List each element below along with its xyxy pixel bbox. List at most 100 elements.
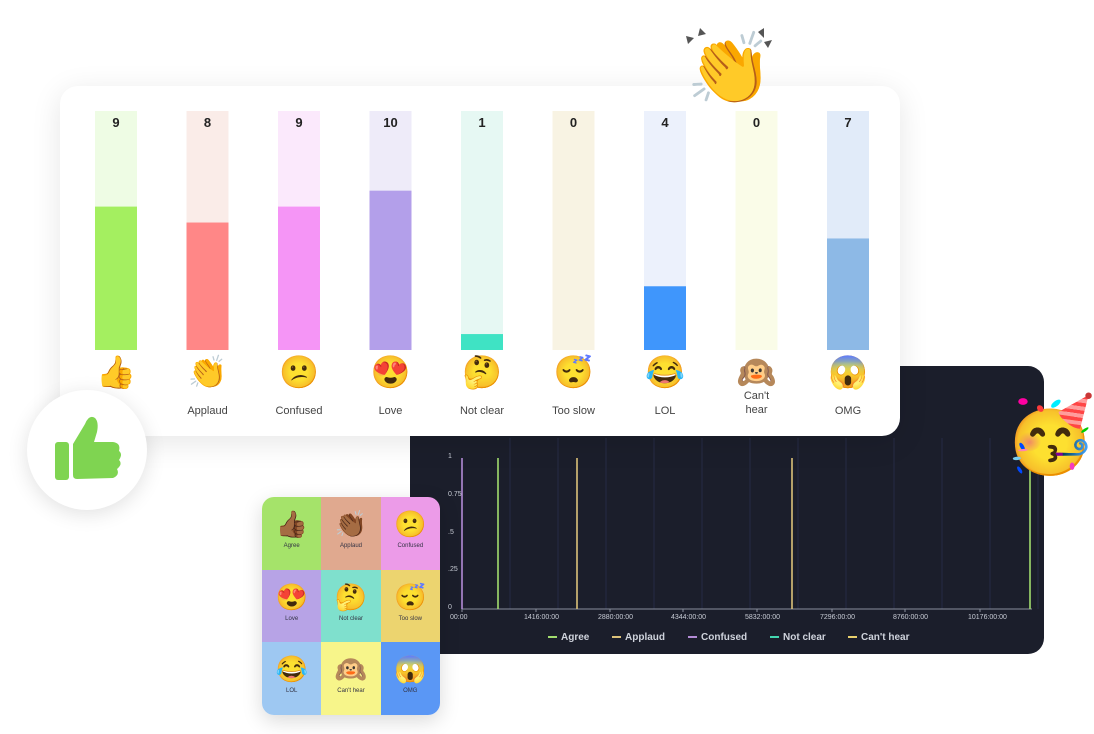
grid-cell-label: Too slow [398, 615, 422, 622]
legend-item[interactable]: Confused [688, 632, 747, 643]
clap-sparkle-icon [686, 28, 772, 48]
x-tick-label: 8760:00:00 [893, 614, 929, 621]
legend-item[interactable]: Applaud [612, 632, 665, 643]
grid-cell-label: Confused [397, 543, 424, 549]
bar-track [461, 111, 503, 350]
legend-swatch [548, 636, 557, 639]
reaction-emoji-icon: 😴 [553, 354, 594, 390]
y-tick-label: 0.75 [448, 490, 462, 498]
legend-label: Can't hear [861, 632, 910, 643]
legend-label: Applaud [625, 632, 665, 643]
reaction-emoji-icon: 😕 [279, 354, 319, 390]
grid-emoji-icon: 😍 [275, 581, 308, 612]
reaction-label: Can't hear [743, 390, 770, 416]
bar-value-label: 1 [478, 115, 485, 130]
legend-item[interactable]: Can't hear [848, 632, 910, 643]
legend-label: Not clear [783, 632, 826, 643]
grid-cell-too-slow[interactable]: 😴 Too slow [380, 569, 440, 643]
reaction-emoji-icon: 👍 [96, 354, 136, 390]
bar-value-label: 0 [570, 115, 577, 130]
grid-emoji-icon: 🙉 [334, 654, 368, 685]
y-tick-label: .25 [448, 566, 458, 574]
grid-cell-omg[interactable]: 😱 OMG [380, 642, 440, 715]
reaction-label: OMG [834, 405, 862, 417]
grid-cell-label: LOL [285, 688, 298, 695]
grid-cell-label: Not clear [338, 615, 363, 622]
bar-value-label: 9 [295, 115, 302, 130]
bar-confused [278, 206, 320, 350]
bar-love [369, 190, 412, 350]
x-tick-label: 10176:00:00 [968, 614, 1007, 621]
reaction-emoji-grid: 👍🏾 Agree 👏🏾 Applaud 😕 Confused 😍 Love 🤔 Not clear… [262, 497, 440, 715]
bar-applaud [186, 222, 229, 350]
legend-label: Confused [701, 632, 748, 643]
legend-swatch [770, 636, 779, 639]
y-tick-label: .5 [448, 528, 454, 536]
reaction-label: Too slow [552, 405, 595, 417]
bar-value-label: 4 [661, 115, 669, 130]
bar-value-label: 7 [844, 115, 851, 130]
grid-cell-not-clear[interactable]: 🤔 Not clear [321, 569, 381, 643]
reaction-emoji-icon: 👏 [187, 354, 228, 390]
reaction-emoji-icon: 🙉 [736, 354, 777, 390]
grid-emoji-icon: 👍🏾 [275, 509, 308, 539]
reaction-emoji-icon: 🤔 [462, 354, 502, 390]
legend-item[interactable]: Agree [548, 632, 589, 643]
thumbs-up-badge [27, 390, 147, 510]
reaction-emoji-icon: 😱 [828, 354, 868, 390]
bar-omg [827, 238, 869, 350]
bar-track [735, 111, 778, 350]
bar-not-clear [461, 334, 503, 350]
grid-cell-label: Applaud [339, 543, 362, 549]
grid-emoji-icon: 😕 [394, 509, 427, 539]
legend-item[interactable]: Not clear [770, 632, 826, 643]
grid-cell-can-t-hear[interactable]: 🙉 Can't hear [321, 642, 381, 715]
reaction-label: Not clear [459, 405, 505, 417]
legend-swatch [612, 636, 621, 639]
reaction-label: Confused [275, 405, 323, 417]
legend-swatch [848, 636, 857, 639]
bar-value-label: 10 [383, 115, 397, 130]
reaction-label: Love [378, 405, 403, 417]
bar-value-label: 8 [204, 115, 211, 130]
grid-cell-confused[interactable]: 😕 Confused [380, 497, 440, 570]
legend-swatch [688, 636, 697, 639]
grid-cell-lol[interactable]: 😂 LOL [262, 642, 322, 715]
grid-emoji-icon: 😴 [394, 581, 427, 612]
reaction-label: LOL [654, 405, 676, 417]
x-tick-label: 4344:00:00 [671, 614, 707, 621]
bar-agree [95, 206, 137, 350]
bar-value-label: 9 [112, 115, 119, 130]
party-face-icon: 🥳 [1004, 393, 1094, 476]
bar-value-label: 0 [753, 115, 760, 130]
grid-emoji-icon: 🤔 [334, 581, 368, 612]
y-tick-label: 1 [448, 453, 452, 460]
reaction-emoji-icon: 😍 [370, 354, 411, 390]
grid-cell-agree[interactable]: 👍🏾 Agree [262, 497, 322, 570]
grid-cell-applaud[interactable]: 👏🏾 Applaud [321, 497, 381, 570]
bar-track [552, 111, 595, 350]
grid-cell-label: Can't hear [337, 688, 365, 695]
x-tick-label: 5832:00:00 [745, 614, 781, 621]
reaction-emoji-icon: 😂 [645, 354, 685, 390]
legend-label: Agree [561, 632, 590, 643]
bar-lol [644, 286, 686, 350]
grid-emoji-icon: 👏🏾 [334, 509, 368, 539]
x-tick-label: 2880:00:00 [598, 614, 634, 621]
grid-cell-label: Agree [283, 543, 300, 549]
x-tick-label: 7296:00:00 [820, 614, 856, 621]
reaction-label: Applaud [187, 405, 228, 417]
x-tick-label: 00:00 [450, 614, 468, 621]
thumbs-up-icon [55, 416, 121, 480]
reaction-bar-chart: 9 8 9 10 1 0 4 0 7 [95, 111, 869, 350]
x-tick-label: 1416:00:00 [524, 614, 560, 621]
y-tick-label: 0 [448, 604, 452, 611]
grid-emoji-icon: 😱 [394, 654, 427, 685]
grid-cell-love[interactable]: 😍 Love [262, 569, 322, 643]
reaction-timeline-chart [461, 438, 1039, 612]
reaction-bars-card: 9 8 9 10 1 0 4 0 7 👍 👏 Applaud 😕 Confused 😍 Love 🤔 Not c… [60, 86, 900, 436]
clapping-hands-icon: 👏 [686, 30, 774, 108]
grid-emoji-icon: 😂 [275, 654, 308, 685]
grid-cell-label: Love [285, 615, 299, 622]
grid-cell-label: OMG [403, 688, 418, 695]
